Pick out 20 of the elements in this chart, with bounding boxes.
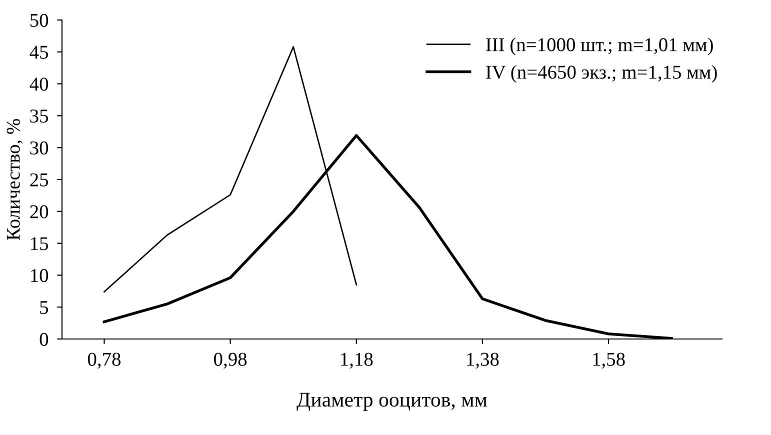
x-tick-label: 0,98 <box>214 352 247 369</box>
y-tick-label: 50 <box>30 14 48 27</box>
y-tick-label: 25 <box>30 173 48 186</box>
x-tick-label: 1,38 <box>467 352 499 369</box>
y-tick-label: 45 <box>30 46 48 59</box>
y-tick-label: 35 <box>30 110 48 123</box>
x-tick-label: 0,78 <box>88 352 121 369</box>
y-tick-label: 10 <box>31 269 48 282</box>
y-axis-title: Количество, % <box>6 119 23 240</box>
legend-label: IV (n=4650 экз.; m=1,15 мм) <box>486 65 717 83</box>
x-tick-label: 1,58 <box>593 352 625 369</box>
y-tick-label: 30 <box>30 141 48 155</box>
x-axis-title: Диаметр ооцитов, мм <box>296 392 488 411</box>
legend-label: III (n=1000 шт.; m=1,01 мм) <box>486 38 713 56</box>
x-tick-label: 1,18 <box>341 352 373 369</box>
y-tick-label: 40 <box>30 78 48 91</box>
y-tick-label: 15 <box>31 237 48 250</box>
y-tick-label: 20 <box>30 205 48 218</box>
y-tick-label: 0 <box>40 332 48 346</box>
y-tick-label: 5 <box>40 301 48 314</box>
